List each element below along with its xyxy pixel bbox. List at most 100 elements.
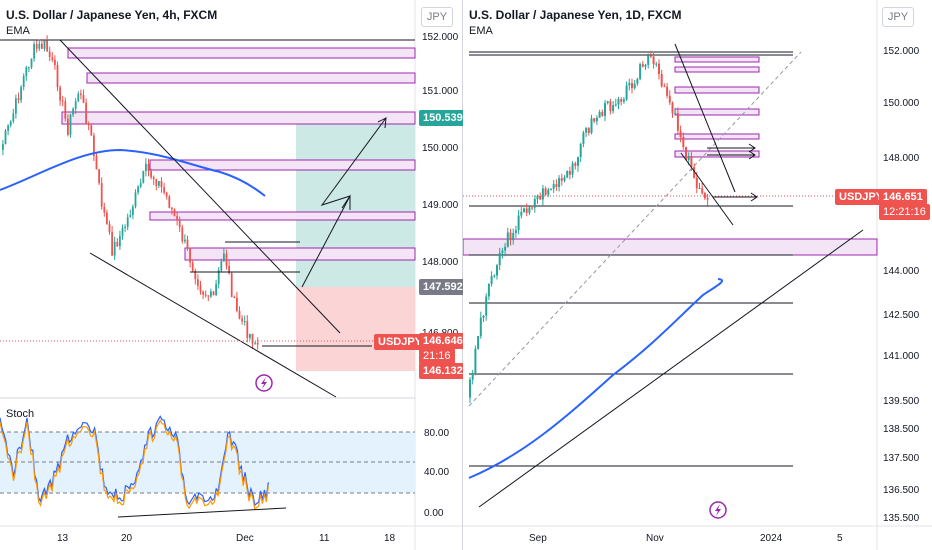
candle [509, 232, 512, 241]
zone-1d-1[interactable] [674, 56, 760, 63]
price-tick: 135.500 [883, 513, 920, 524]
lightning-icon[interactable] [255, 374, 273, 392]
wedge-upper[interactable] [674, 43, 736, 193]
zone-6[interactable] [184, 247, 416, 261]
candle [541, 188, 544, 200]
current-price-tag: 146.651 [879, 189, 927, 205]
stoch-k-line[interactable] [0, 415, 269, 507]
candle [186, 239, 189, 249]
chart-panel-1d[interactable]: 152.000 150.000 148.000 144.000 142.500 … [463, 0, 932, 550]
indicator-label-ema-1d[interactable]: EMA [469, 25, 493, 37]
zone-1d-2[interactable] [674, 66, 760, 73]
candle [22, 76, 25, 87]
price-tick: 141.000 [883, 351, 920, 362]
candle [687, 156, 690, 161]
symbol-tag: USDJPY [374, 334, 427, 350]
candle [523, 208, 525, 212]
indicator-label-ema[interactable]: EMA [6, 25, 30, 37]
ema-line[interactable] [0, 148, 266, 197]
candle [256, 342, 259, 345]
price-tick: 152.000 [422, 32, 459, 43]
candle [103, 206, 106, 213]
zone-1d-3[interactable] [674, 86, 760, 94]
zone-3[interactable] [61, 111, 416, 125]
candle [241, 318, 243, 322]
ema-line-1d[interactable] [468, 278, 723, 479]
ascending-trendline[interactable] [478, 229, 864, 508]
projection-leg-2[interactable] [320, 117, 387, 206]
candle [230, 273, 233, 297]
price-tick: 150.000 [422, 143, 459, 154]
candle [95, 156, 98, 170]
candle [471, 373, 474, 380]
dashed-channel-line[interactable] [468, 51, 802, 407]
candle [59, 87, 61, 101]
chart-1d-canvas[interactable]: 152.000 150.000 148.000 144.000 142.500 … [463, 0, 932, 550]
candle [560, 178, 563, 181]
candle [520, 211, 523, 216]
candle [698, 188, 701, 190]
candle [655, 63, 658, 65]
candle [228, 266, 230, 274]
candle [636, 79, 639, 84]
candle [56, 65, 59, 88]
candle [15, 98, 17, 114]
candle [633, 83, 636, 89]
price-tick: 137.500 [883, 453, 920, 464]
candle [550, 188, 552, 190]
currency-button[interactable]: JPY [421, 7, 453, 27]
candle [254, 342, 256, 344]
zone-2[interactable] [86, 72, 416, 84]
stop-loss-zone[interactable] [296, 287, 415, 371]
zone-5[interactable] [149, 211, 416, 221]
candle [695, 177, 698, 189]
zone-1d-wide[interactable] [463, 238, 878, 256]
chart-4h-canvas[interactable]: 152.000 151.000 150.000 149.000 148.000 … [0, 0, 462, 550]
candle [116, 241, 119, 247]
candle [191, 262, 194, 271]
projection-leg-1[interactable] [301, 195, 351, 288]
candle [124, 226, 126, 228]
candle [482, 315, 485, 318]
candle [469, 379, 471, 398]
candle [622, 99, 625, 102]
zone-1d-4[interactable] [674, 108, 760, 116]
price-tick: 148.000 [883, 153, 920, 164]
candle [701, 188, 704, 194]
candle [703, 193, 706, 199]
zone-1[interactable] [67, 47, 416, 59]
candle [147, 163, 150, 172]
candle [210, 291, 212, 297]
zone-1d-6[interactable] [674, 150, 760, 158]
candle [485, 296, 488, 316]
stoch-d-line[interactable] [0, 419, 269, 511]
chart-panel-4h[interactable]: 152.000 151.000 150.000 149.000 148.000 … [0, 0, 467, 550]
price-tick: 136.500 [883, 485, 920, 496]
currency-button[interactable]: JPY [882, 7, 914, 27]
time-tick: 11 [319, 533, 330, 544]
candle [28, 67, 30, 69]
lower-trendline[interactable] [89, 252, 337, 398]
price-tick: 142.500 [883, 310, 920, 321]
zone-4[interactable] [149, 159, 416, 171]
zone-1d-5[interactable] [674, 133, 760, 140]
wedge-lower[interactable] [680, 152, 734, 226]
candle [536, 196, 539, 199]
descending-trendline[interactable] [59, 39, 341, 334]
supply-zones [61, 47, 416, 261]
chart-title-4h: U.S. Dollar / Japanese Yen, 4h, FXCM [6, 8, 218, 22]
candle [87, 123, 90, 126]
candle [558, 178, 561, 187]
candle [7, 125, 9, 131]
take-profit-zone[interactable] [296, 117, 415, 287]
candle [178, 220, 181, 228]
candle [82, 95, 85, 103]
lightning-icon[interactable] [709, 501, 727, 519]
indicator-label-stoch[interactable]: Stoch [6, 408, 35, 420]
candle [498, 253, 501, 266]
candle [9, 121, 12, 126]
candle [533, 198, 536, 208]
candle [477, 336, 480, 349]
stoch-divergence-line[interactable] [117, 507, 287, 518]
candle [474, 348, 477, 374]
